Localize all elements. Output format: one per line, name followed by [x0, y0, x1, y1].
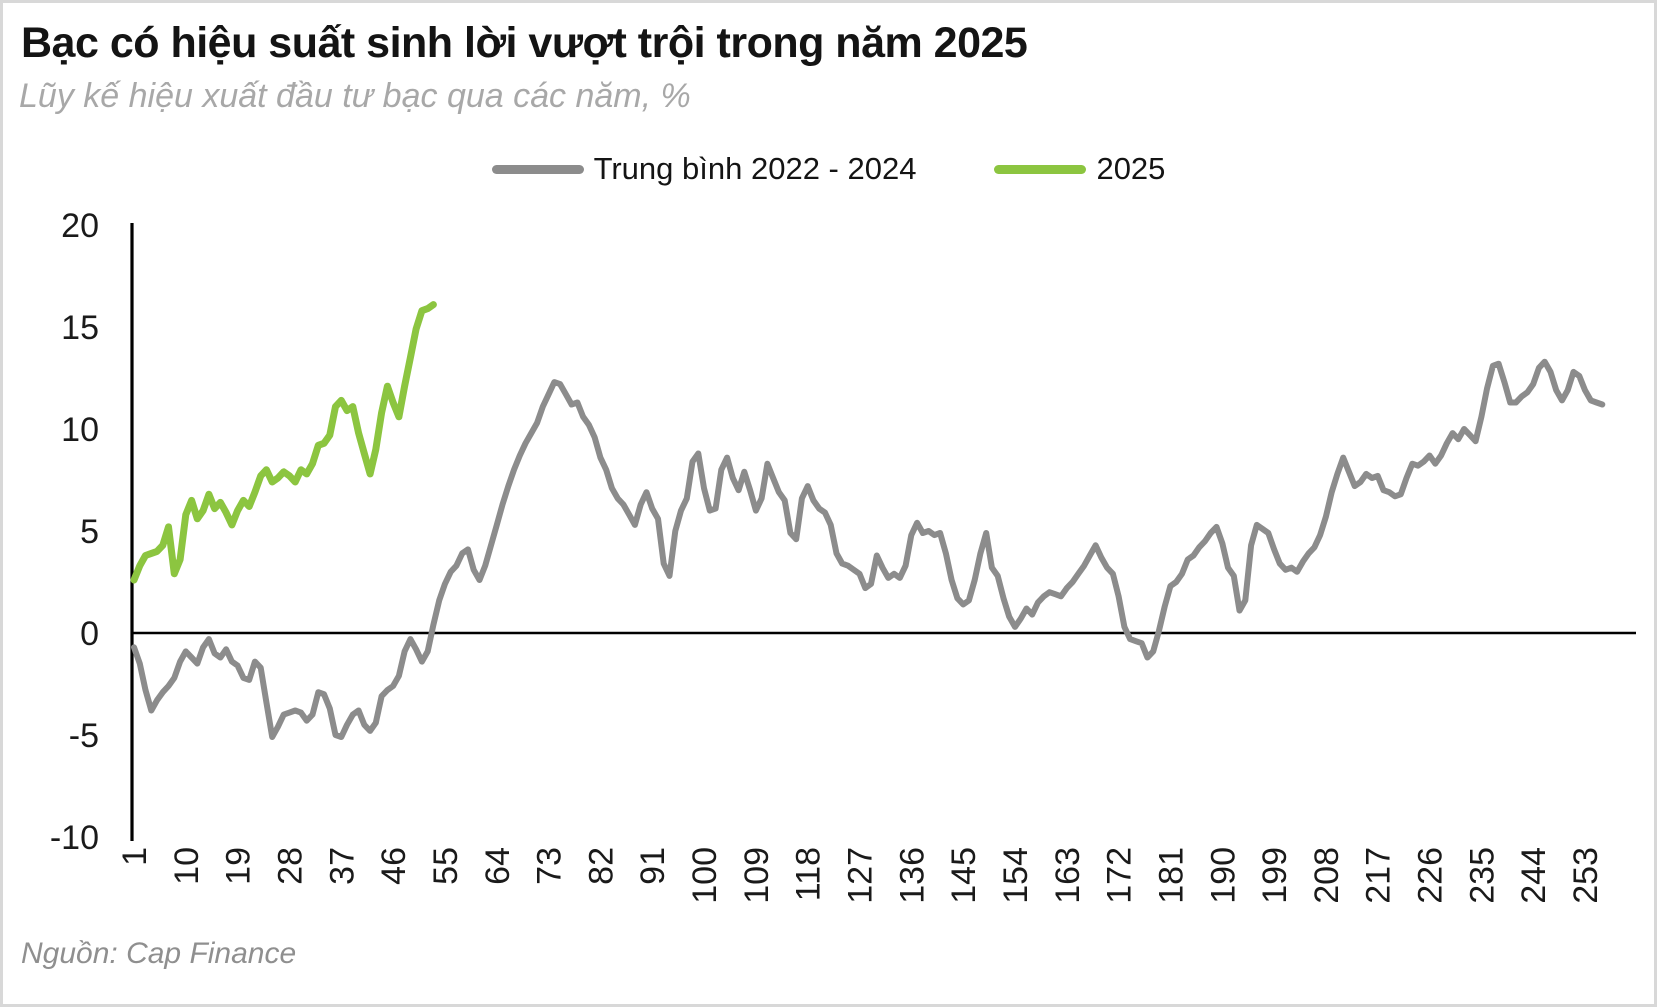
x-tick-label: 136: [893, 847, 931, 904]
legend-swatch-average-icon: [491, 164, 584, 174]
page-subtitle: Lũy kế hiệu xuất đầu tư bạc qua các năm,…: [19, 77, 691, 115]
chart-area: 20 15 10 5 0 -5 -10 1 10 19 28 37 46 55 64 73 82 91 100 109…: [3, 3, 1654, 1004]
y-tick-label: 20: [61, 207, 99, 245]
x-tick-label: 145: [945, 847, 983, 904]
source-note: Nguồn: Cap Finance: [21, 937, 297, 970]
page-title: Bạc có hiệu suất sinh lời vượt trội tron…: [21, 19, 1028, 67]
legend-swatch-2025-icon: [994, 164, 1087, 174]
y-tick-label: 0: [80, 615, 99, 653]
x-tick-label: 253: [1567, 847, 1605, 904]
legend-label-2025: 2025: [1096, 151, 1166, 186]
x-tick-label: 154: [997, 847, 1035, 904]
x-tick-label: 181: [1152, 847, 1190, 904]
y-tick-label: 5: [80, 513, 99, 551]
x-tick-label: 10: [168, 847, 206, 885]
legend-label-average: Trung bình 2022 - 2024: [593, 151, 917, 186]
legend-item-average: Trung bình 2022 - 2024: [491, 151, 917, 187]
x-tick-label: 235: [1463, 847, 1501, 904]
x-tick-label: 64: [479, 847, 517, 885]
x-tick-label: 244: [1515, 847, 1553, 904]
x-tick-label: 199: [1256, 847, 1294, 904]
x-tick-label: 163: [1049, 847, 1087, 904]
x-tick-label: 217: [1360, 847, 1398, 904]
series-line-average: [131, 358, 1606, 740]
x-tick-label: 1: [116, 847, 154, 866]
y-tick-label: 10: [61, 411, 99, 449]
y-tick-label: -5: [69, 717, 99, 755]
x-tick-label: 55: [427, 847, 465, 885]
x-tick-label: 172: [1101, 847, 1139, 904]
x-tick-label: 19: [220, 847, 258, 885]
x-tick-label: 28: [271, 847, 309, 885]
x-tick-label: 118: [790, 847, 828, 901]
x-tick-label: 226: [1412, 847, 1450, 904]
x-tick-label: 82: [582, 847, 620, 885]
x-tick-label: 37: [323, 847, 361, 885]
x-tick-label: 109: [738, 847, 776, 904]
y-tick-label: 15: [61, 309, 99, 347]
y-tick-label: -10: [50, 819, 99, 857]
series-line-2025: [130, 301, 437, 584]
x-tick-label: 208: [1308, 847, 1346, 904]
chart-legend: Trung bình 2022 - 2024 2025: [3, 151, 1654, 187]
chart-canvas: 20 15 10 5 0 -5 -10 1 10 19 28 37 46 55 64 73 82 91 100 109…: [50, 207, 1636, 904]
x-tick-label: 190: [1204, 847, 1242, 904]
x-tick-label: 46: [375, 847, 413, 885]
x-tick-label: 91: [634, 847, 672, 885]
x-tick-label: 127: [842, 847, 880, 904]
x-tick-label: 73: [531, 847, 569, 885]
legend-item-2025: 2025: [994, 151, 1165, 187]
x-tick-label: 100: [686, 847, 724, 904]
